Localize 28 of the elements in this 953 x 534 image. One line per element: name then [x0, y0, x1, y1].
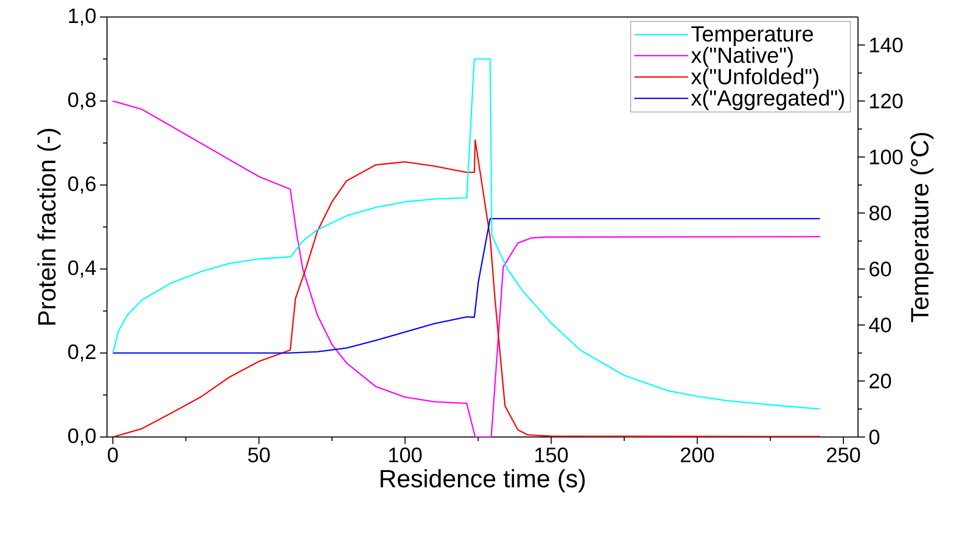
y-axis-title: Protein fraction (-)	[37, 128, 61, 325]
y2-tick-label: 80	[869, 206, 891, 220]
line-series	[112, 218, 821, 354]
y2-tick-label: 60	[870, 262, 891, 276]
y-tick-label: 0,6	[68, 176, 96, 194]
y2-tick-label: 20	[870, 374, 891, 388]
legend-label: x("Native")	[691, 46, 793, 68]
y2-tick-label: 120	[870, 94, 903, 108]
y-tick-label: 0,8	[68, 92, 96, 110]
y2-tick-label: 40	[869, 318, 891, 332]
y-tick-label: 1,0	[68, 8, 96, 26]
x-tick-label: 100	[389, 448, 422, 462]
y2-tick-label: 100	[870, 150, 903, 164]
legend-label: x("Aggregated")	[691, 90, 844, 110]
x-tick-label: 250	[826, 448, 860, 462]
x-tick-label: 200	[680, 448, 714, 462]
x-tick-label: 0	[108, 448, 118, 462]
x-axis-title: Residence time (s)	[380, 469, 585, 492]
y2-tick-label: 140	[870, 38, 903, 52]
y-tick-label: 0,4	[68, 260, 96, 278]
y-tick-label: 0,2	[68, 344, 96, 362]
x-tick-label: 50	[248, 448, 270, 462]
x-tick-label: 150	[535, 448, 568, 462]
y2-axis-title: Temperature (°C)	[910, 132, 934, 322]
y2-tick-label: 0	[869, 430, 880, 444]
legend-label: x("Unfolded")	[691, 68, 818, 89]
y-tick-label: 0,0	[68, 428, 96, 446]
legend-label: Temperature	[691, 26, 813, 46]
